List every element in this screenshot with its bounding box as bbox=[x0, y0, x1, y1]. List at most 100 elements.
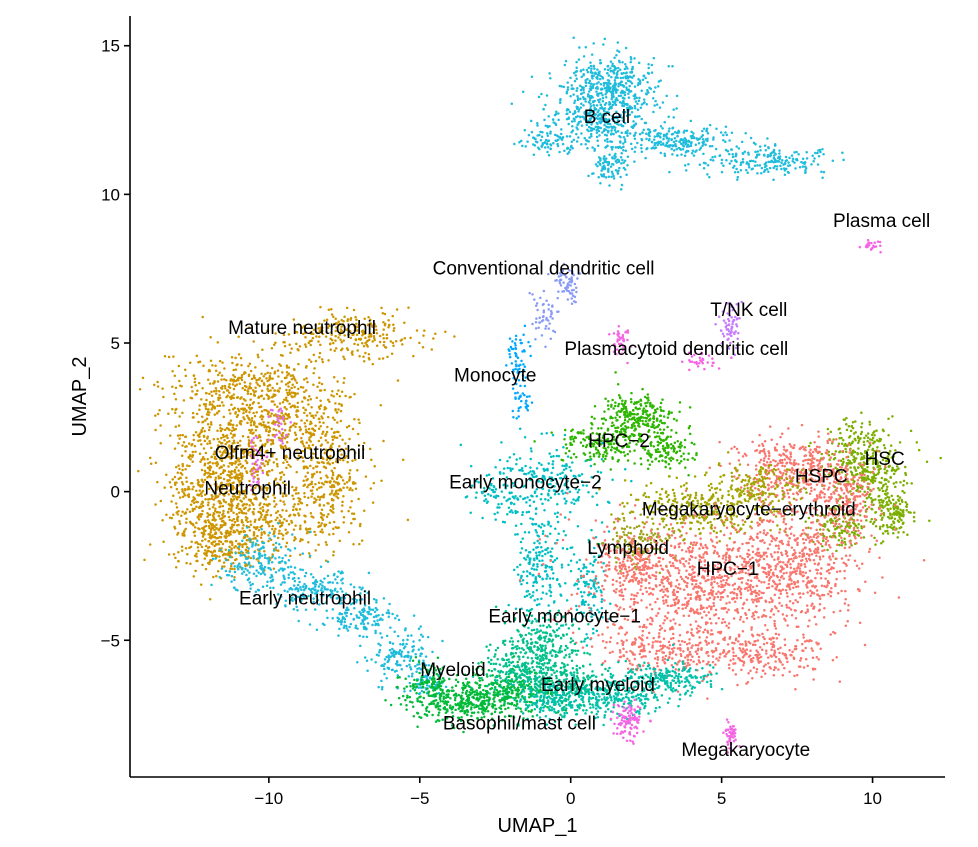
point bbox=[617, 50, 621, 54]
point bbox=[626, 459, 630, 462]
point bbox=[878, 240, 882, 244]
point bbox=[265, 428, 268, 431]
point bbox=[527, 340, 530, 344]
point bbox=[508, 349, 511, 353]
point bbox=[631, 126, 635, 130]
point bbox=[571, 294, 575, 298]
point bbox=[721, 310, 725, 313]
point bbox=[628, 84, 631, 88]
point bbox=[222, 500, 226, 503]
point bbox=[695, 362, 699, 366]
point bbox=[247, 439, 251, 442]
point bbox=[285, 366, 289, 369]
point bbox=[665, 94, 668, 98]
point bbox=[277, 416, 280, 420]
point bbox=[618, 68, 622, 72]
point bbox=[306, 398, 310, 402]
point bbox=[349, 395, 352, 399]
point bbox=[221, 504, 225, 508]
point bbox=[569, 76, 572, 80]
point bbox=[879, 244, 882, 248]
point bbox=[257, 543, 260, 547]
point bbox=[213, 413, 217, 416]
point bbox=[236, 363, 239, 366]
point bbox=[576, 94, 579, 98]
point bbox=[733, 164, 736, 168]
point bbox=[611, 62, 614, 65]
point bbox=[668, 411, 671, 415]
point bbox=[235, 512, 239, 516]
point bbox=[711, 364, 714, 368]
point bbox=[641, 387, 644, 391]
point bbox=[735, 323, 738, 326]
point bbox=[278, 402, 282, 405]
point bbox=[590, 421, 593, 425]
point bbox=[276, 405, 279, 409]
point bbox=[288, 388, 291, 392]
point bbox=[356, 349, 359, 352]
point bbox=[597, 109, 600, 112]
point bbox=[206, 561, 210, 565]
point bbox=[219, 523, 223, 527]
point bbox=[217, 528, 220, 532]
point bbox=[791, 160, 794, 163]
point bbox=[273, 389, 276, 392]
point bbox=[279, 499, 282, 502]
point bbox=[642, 416, 645, 419]
point bbox=[210, 455, 213, 459]
point bbox=[556, 296, 559, 300]
point bbox=[174, 556, 177, 560]
point bbox=[743, 150, 747, 154]
point bbox=[624, 46, 628, 50]
point bbox=[244, 518, 248, 522]
point bbox=[611, 456, 614, 459]
point bbox=[252, 503, 255, 506]
point bbox=[239, 530, 243, 533]
point bbox=[303, 390, 306, 394]
point bbox=[241, 545, 244, 549]
point bbox=[644, 132, 648, 136]
point bbox=[631, 67, 634, 71]
point bbox=[289, 374, 293, 377]
point bbox=[324, 466, 327, 469]
point bbox=[639, 399, 643, 402]
point bbox=[295, 413, 298, 417]
point bbox=[556, 503, 559, 506]
point bbox=[214, 471, 218, 475]
point bbox=[735, 153, 738, 156]
point bbox=[633, 97, 636, 100]
point bbox=[276, 423, 280, 427]
point bbox=[213, 379, 216, 383]
point bbox=[174, 408, 177, 412]
point bbox=[605, 121, 609, 125]
point bbox=[571, 461, 574, 464]
point bbox=[284, 545, 288, 548]
point bbox=[271, 377, 274, 380]
point bbox=[188, 510, 192, 513]
point bbox=[754, 143, 757, 146]
point bbox=[358, 354, 361, 358]
point bbox=[288, 429, 292, 432]
point bbox=[726, 328, 730, 331]
point bbox=[558, 101, 562, 105]
point bbox=[286, 393, 290, 397]
point bbox=[636, 115, 639, 118]
point bbox=[320, 508, 324, 511]
point bbox=[842, 158, 845, 162]
point bbox=[325, 515, 329, 519]
point bbox=[156, 412, 160, 416]
point bbox=[511, 340, 514, 343]
point bbox=[243, 542, 246, 546]
point bbox=[330, 491, 333, 495]
point bbox=[649, 401, 652, 405]
point bbox=[564, 467, 568, 470]
point bbox=[638, 419, 642, 422]
point bbox=[214, 532, 218, 535]
point bbox=[562, 446, 565, 449]
point bbox=[283, 503, 286, 506]
point bbox=[519, 495, 522, 498]
point bbox=[206, 378, 210, 382]
point bbox=[254, 537, 257, 540]
point bbox=[375, 344, 379, 348]
point bbox=[579, 70, 583, 73]
